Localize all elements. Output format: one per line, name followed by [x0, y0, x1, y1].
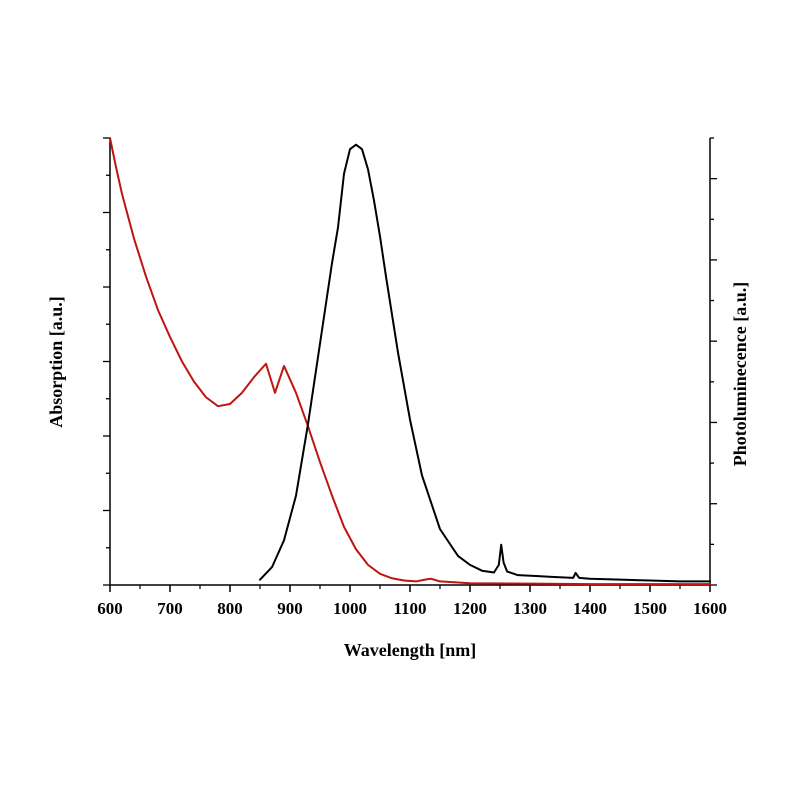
right-y-axis-title: Photoluminecence [a.u.] [730, 282, 750, 466]
x-tick-label: 1300 [513, 599, 547, 618]
x-tick-label: 1100 [393, 599, 426, 618]
x-axis-tick-labels: 600 700 800 900 1000 1100 1200 1300 1400 1500 1600 [97, 599, 727, 618]
x-tick-label: 1400 [573, 599, 607, 618]
left-y-axis-title: Absorption [a.u.] [46, 296, 66, 428]
x-axis-title: Wavelength [nm] [344, 640, 477, 660]
plot-frame [109, 138, 711, 586]
left-y-axis-ticks [103, 137, 110, 586]
absorption-series-line [109, 137, 711, 586]
x-tick-label: 700 [157, 599, 183, 618]
x-tick-label: 1500 [633, 599, 667, 618]
x-tick-label: 1000 [333, 599, 367, 618]
x-tick-label: 600 [97, 599, 123, 618]
photoluminescence-series-line [259, 143, 711, 583]
x-tick-label: 900 [277, 599, 303, 618]
series-layer [109, 137, 711, 586]
x-axis-ticks [109, 585, 711, 592]
x-tick-label: 1600 [693, 599, 727, 618]
right-y-axis-ticks [710, 137, 717, 586]
x-tick-label: 1200 [453, 599, 487, 618]
x-tick-label: 800 [217, 599, 243, 618]
